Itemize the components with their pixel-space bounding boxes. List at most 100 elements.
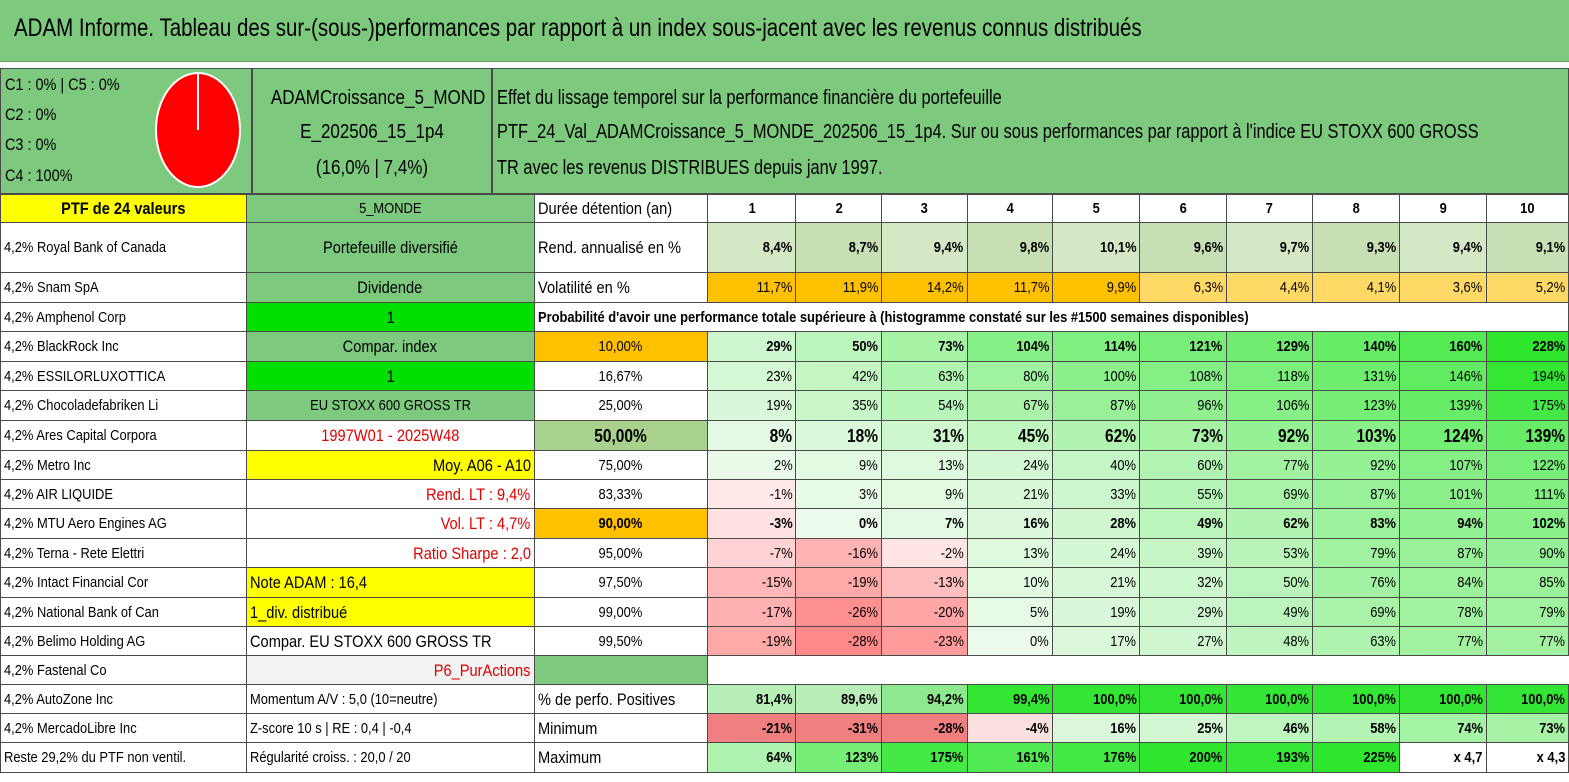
volatility-value-text: 4,1%	[1366, 279, 1397, 296]
probability-value: -15%	[707, 567, 797, 598]
annual-return-value-text: 8,7%	[848, 239, 878, 256]
maximum-value-text: 64%	[766, 749, 793, 766]
volatility-value: 11,7%	[707, 272, 797, 303]
holding-name: 4,2% AIR LIQUIDE	[0, 479, 247, 509]
probability-value: 29%	[707, 331, 797, 362]
year-header: 9	[1399, 194, 1487, 223]
probability-value: 85%	[1485, 567, 1569, 598]
annual-return-value-text: 9,8%	[1019, 239, 1050, 256]
portfolio-info-text: 5_MONDE	[359, 200, 422, 217]
label-probability-text: Probabilité d'avoir une performance tota…	[537, 308, 1249, 326]
maximum-value-text: 200%	[1189, 749, 1223, 766]
probability-value-text: -1%	[769, 485, 793, 503]
table-row: 4,2% Fastenal Co P6_PurActions	[0, 655, 1569, 685]
probability-value-text: 39%	[1196, 544, 1223, 562]
probability-value: 40%	[1052, 450, 1141, 480]
probability-value-text: 10%	[1023, 574, 1050, 591]
probability-value: 146%	[1399, 361, 1487, 391]
empty-cell	[1486, 302, 1569, 332]
maximum-value-text: 193%	[1276, 749, 1310, 766]
probability-value: -19%	[795, 567, 882, 598]
year-header-text: 8	[1352, 200, 1360, 217]
year-header: 5	[1052, 194, 1141, 223]
holding-name-text: 4,2% Amphenol Corp	[4, 308, 126, 326]
portfolio-info: Note ADAM : 16,4	[245, 567, 535, 598]
probability-value-text: 139%	[1449, 397, 1483, 414]
holding-name-text: 4,2% Metro Inc	[4, 456, 91, 474]
probability-value: -16%	[795, 538, 882, 568]
probability-value: 13%	[966, 538, 1054, 568]
portfolio-info: Ratio Sharpe : 2,0	[245, 538, 535, 568]
table-row: 4,2% Royal Bank of Canada Portefeuille di…	[0, 222, 1569, 273]
table-row: 4,2% Intact Financial Cor Note ADAM : 16,…	[0, 567, 1569, 598]
probability-value: 49%	[1225, 597, 1314, 627]
portfolio-info-text: Rend. LT : 9,4%	[426, 484, 531, 504]
maximum-value: 200%	[1139, 742, 1227, 773]
volatility-value: 6,3%	[1139, 272, 1227, 303]
threshold-value: 83,33%	[533, 479, 709, 509]
probability-value: 111%	[1485, 479, 1569, 509]
probability-value-text: 3%	[859, 485, 878, 503]
portfolio-info-text: Momentum A/V : 5,0 (10=neutre)	[249, 690, 438, 708]
maximum-value: 193%	[1225, 742, 1314, 773]
portfolio-info: 1	[245, 302, 535, 332]
probability-value: 87%	[1052, 390, 1141, 421]
probability-value: 84%	[1399, 567, 1487, 598]
probability-value: 19%	[1052, 597, 1141, 627]
class-c1-c5: C1 : 0% | C5 : 0%	[5, 75, 120, 94]
title-gap	[0, 62, 1569, 68]
probability-value-text: 102%	[1531, 515, 1565, 532]
probability-value-text: 5%	[1030, 603, 1050, 621]
annual-return-value: 9,4%	[1399, 222, 1487, 273]
probability-value-text: 31%	[932, 425, 964, 446]
positive-value-text: 100,0%	[1352, 690, 1397, 708]
probability-value-text: -23%	[933, 632, 964, 650]
positive-value-text: 100,0%	[1521, 690, 1565, 708]
minimum-value: 74%	[1399, 713, 1487, 743]
threshold-value-text: 16,67%	[598, 367, 643, 385]
positive-value: 100,0%	[1485, 684, 1569, 714]
probability-value: 35%	[795, 390, 882, 421]
probability-value: 8%	[707, 420, 797, 451]
portfolio-info-text: Dividende	[357, 278, 423, 297]
portfolio-name-panel: ADAMCroissance_5_MOND E_202506_15_1p4 (1…	[252, 68, 492, 194]
probability-value: 63%	[1312, 626, 1401, 656]
threshold-value: 99,50%	[533, 626, 709, 656]
minimum-value: -31%	[795, 713, 882, 743]
holding-name-text: 4,2% Chocoladefabriken Li	[4, 397, 159, 414]
year-header: 4	[966, 194, 1054, 223]
holding-name: 4,2% Belimo Holding AG	[0, 626, 247, 656]
probability-value: 94%	[1399, 508, 1487, 539]
holding-name: 4,2% Terna - Rete Elettri	[0, 538, 247, 568]
probability-value: 21%	[1052, 567, 1141, 598]
table-row: 4,2% BlackRock Inc Compar. index 10,00% 29%…	[0, 331, 1569, 362]
portfolio-info: Dividende	[245, 272, 535, 303]
probability-value: 62%	[1225, 508, 1314, 539]
holding-name: 4,2% BlackRock Inc	[0, 331, 247, 362]
portfolio-info: 5_MONDE	[245, 194, 535, 223]
volatility-value: 11,9%	[795, 272, 882, 303]
probability-value: 73%	[880, 331, 968, 362]
annual-return-value-text: 9,3%	[1366, 239, 1397, 256]
maximum-value-text: 161%	[1016, 749, 1050, 766]
holding-name: 4,2% Fastenal Co	[0, 655, 247, 685]
label-maximum-text: Maximum	[537, 748, 602, 767]
volatility-value-text: 11,7%	[756, 279, 793, 296]
probability-value-text: 194%	[1531, 367, 1565, 385]
spacer-empty	[708, 656, 1569, 685]
year-header-text: 6	[1179, 200, 1187, 217]
portfolio-info: EU STOXX 600 GROSS TR	[245, 390, 535, 421]
maximum-value: x 4,3	[1485, 742, 1569, 773]
portfolio-info: Z-score 10 s | RE : 0,4 | -0,4	[245, 713, 535, 743]
positive-value: 100,0%	[1312, 684, 1401, 714]
minimum-value: 16%	[1052, 713, 1141, 743]
probability-value: 121%	[1139, 331, 1227, 362]
minimum-value: 46%	[1225, 713, 1314, 743]
probability-value-text: 104%	[1016, 338, 1050, 355]
probability-value-text: 8%	[770, 425, 793, 446]
probability-value: 0%	[966, 626, 1054, 656]
threshold-value-text: 99,50%	[598, 632, 643, 650]
holding-name-text: 4,2% Snam SpA	[4, 279, 99, 296]
label-minimum: Minimum	[533, 713, 709, 743]
year-header-text: 2	[835, 200, 843, 217]
